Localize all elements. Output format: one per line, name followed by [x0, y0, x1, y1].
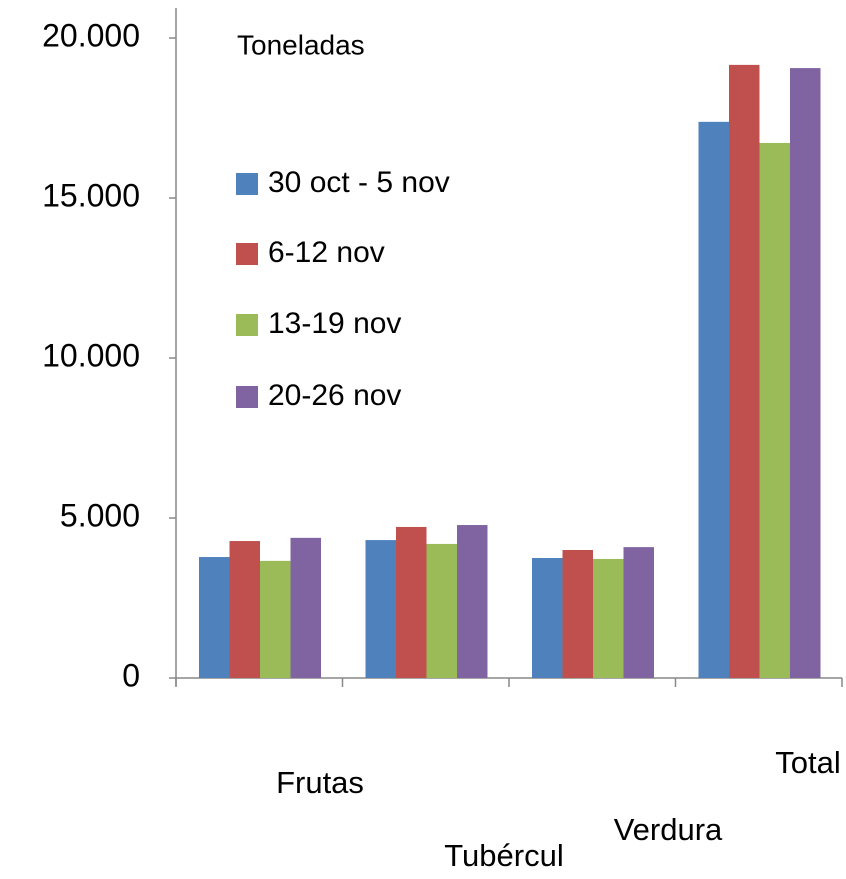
- chart-title: Toneladas: [237, 29, 365, 60]
- y-tick-label: 10.000: [42, 337, 140, 373]
- bar: [759, 142, 790, 678]
- x-tick-label: Frutas: [276, 765, 364, 800]
- bar: [593, 558, 624, 678]
- bar: [290, 537, 321, 678]
- x-tick-label: Verdura: [614, 812, 723, 847]
- x-tick-label: Tubércul: [444, 838, 563, 873]
- y-tick-label: 0: [122, 657, 140, 693]
- y-tick-label: 20.000: [42, 17, 140, 53]
- y-tick-label: 5.000: [60, 497, 140, 533]
- legend-label: 6-12 nov: [268, 236, 385, 269]
- x-tick-label: Total: [775, 745, 840, 780]
- bar: [260, 560, 291, 678]
- bar: [790, 68, 821, 678]
- bar: [729, 64, 760, 678]
- legend-swatch: [236, 173, 258, 195]
- legend-swatch: [236, 243, 258, 265]
- bar: [199, 557, 230, 678]
- legend-swatch: [236, 386, 258, 408]
- legend-label: 20-26 nov: [268, 379, 401, 412]
- bar: [396, 526, 427, 678]
- legend-swatch: [236, 314, 258, 336]
- bar: [562, 550, 593, 678]
- bar: [365, 540, 396, 678]
- bar: [623, 547, 654, 678]
- bar: [457, 525, 488, 678]
- bar: [229, 541, 260, 678]
- bar: [698, 121, 729, 679]
- bar: [426, 543, 457, 678]
- legend-label: 13-19 nov: [268, 307, 401, 340]
- legend-label: 30 oct - 5 nov: [268, 166, 450, 199]
- bar: [532, 558, 563, 678]
- y-tick-label: 15.000: [42, 177, 140, 213]
